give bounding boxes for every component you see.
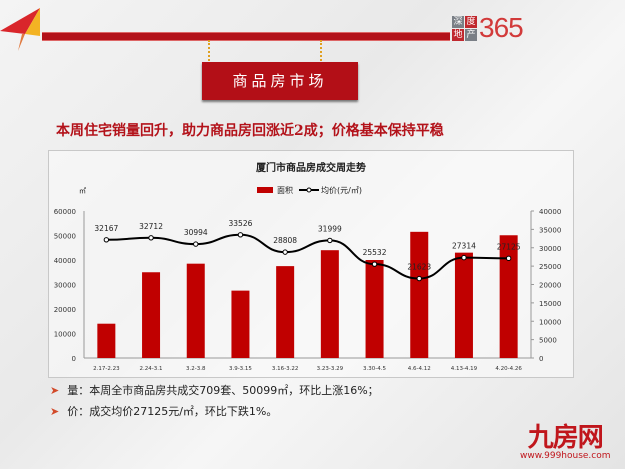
logo-365: 深度地产 365 <box>452 12 524 44</box>
left-tick-label: 20000 <box>54 306 76 314</box>
right-tick-label: 0 <box>539 355 543 363</box>
price-point <box>505 255 512 262</box>
footer-logo: 九房网 www.999house.com <box>520 425 611 461</box>
bar <box>186 263 205 358</box>
right-tick-label: 15000 <box>539 300 561 308</box>
right-tick-label: 5000 <box>539 337 557 345</box>
footer-logo-name: 九房网 <box>527 423 604 453</box>
bar <box>97 323 116 358</box>
price-data-label: 31999 <box>318 224 342 233</box>
bar <box>365 260 384 358</box>
left-tick-label: 50000 <box>54 233 76 241</box>
price-point <box>148 235 154 241</box>
bar <box>499 235 518 358</box>
price-point <box>103 237 110 243</box>
right-tick-label: 25000 <box>539 263 561 271</box>
logo-cell: 地 <box>452 28 464 41</box>
x-tick-label: 3.16-3.22 <box>272 366 298 372</box>
right-tick-label: 35000 <box>539 226 561 234</box>
bar <box>410 231 429 358</box>
price-point <box>237 232 244 238</box>
price-line <box>106 233 509 280</box>
right-tick-label: 30000 <box>539 245 561 253</box>
x-tick-label: 4.13-4.19 <box>451 366 478 372</box>
price-point <box>193 241 199 247</box>
price-data-label: 32167 <box>94 224 118 233</box>
bullet-item: ➤ 价：成交均价27125元/㎡，环比下跌1%。 <box>50 403 379 419</box>
price-data-label: 27314 <box>452 242 476 251</box>
price-data-label: 32712 <box>139 222 163 231</box>
price-data-label: 27125 <box>497 242 521 251</box>
bullet-text: 量：本周全市商品房共成交709套、50099㎡，环比上涨16%； <box>67 384 379 397</box>
hanger <box>208 40 214 68</box>
x-tick-label: 3.30-4.5 <box>363 366 386 372</box>
arrow-bullet-icon: ➤ <box>50 384 60 397</box>
price-point <box>416 275 422 282</box>
left-tick-label: 40000 <box>54 257 76 265</box>
logo-cell: 深 <box>452 15 464 28</box>
x-tick-label: 4.20-4.26 <box>495 366 522 372</box>
legend-marker <box>306 187 312 193</box>
price-data-label: 30994 <box>184 228 208 237</box>
x-tick-label: 2.24-3.1 <box>140 366 163 372</box>
price-data-label: 33526 <box>229 219 253 228</box>
bar <box>142 272 161 358</box>
bullet-item: ➤ 量：本周全市商品房共成交709套、50099㎡，环比上涨16%； <box>50 382 379 398</box>
bullet-text: 价：成交均价27125元/㎡，环比下跌1%。 <box>67 405 278 418</box>
bar <box>276 266 295 358</box>
right-tick-label: 40000 <box>539 208 561 216</box>
x-tick-label: 3.2-3.8 <box>186 366 206 372</box>
price-point <box>282 249 288 255</box>
bar <box>231 290 250 358</box>
right-tick-label: 20000 <box>539 282 561 290</box>
logo-cell: 度 <box>465 15 477 28</box>
price-point <box>371 261 378 267</box>
bar <box>454 252 473 358</box>
chart-title: 厦门市商品房成交周走势 <box>256 161 366 174</box>
arrow-bullet-icon: ➤ <box>50 405 60 418</box>
legend-label: 面积 <box>277 185 293 195</box>
x-tick-label: 4.6-4.12 <box>408 366 431 372</box>
bullet-list: ➤ 量：本周全市商品房共成交709套、50099㎡，环比上涨16%； ➤ 价：成交均… <box>50 382 379 424</box>
bar <box>320 250 339 358</box>
paper-plane-icon <box>0 8 40 51</box>
price-data-label: 25532 <box>363 248 387 257</box>
left-tick-label: 10000 <box>54 331 76 339</box>
hanger <box>320 40 326 68</box>
price-data-label: 28808 <box>273 236 297 245</box>
logo-number: 365 <box>479 12 524 43</box>
left-tick-label: 30000 <box>54 282 76 290</box>
logo-cell: 产 <box>465 28 477 41</box>
price-point <box>461 254 467 261</box>
legend-swatch-bar <box>257 187 273 193</box>
top-rule <box>42 32 450 41</box>
headline: 本周住宅销量回升，助力商品房回涨近2成；价格基本保持平稳 <box>56 123 444 139</box>
x-tick-label: 3.23-3.29 <box>317 366 344 372</box>
section-title: 商品房市场 <box>202 62 358 100</box>
left-axis-unit: ㎡ <box>79 187 86 195</box>
footer-logo-url: www.999house.com <box>520 451 611 461</box>
right-tick-label: 10000 <box>539 318 561 326</box>
legend-label: 均价(元/㎡) <box>321 185 362 195</box>
price-point <box>327 237 333 244</box>
left-tick-label: 0 <box>72 355 76 363</box>
price-data-label: 21623 <box>407 263 431 272</box>
left-tick-label: 60000 <box>54 208 76 216</box>
x-tick-label: 3.9-3.15 <box>229 366 252 372</box>
x-tick-label: 2.17-2.23 <box>93 366 120 372</box>
